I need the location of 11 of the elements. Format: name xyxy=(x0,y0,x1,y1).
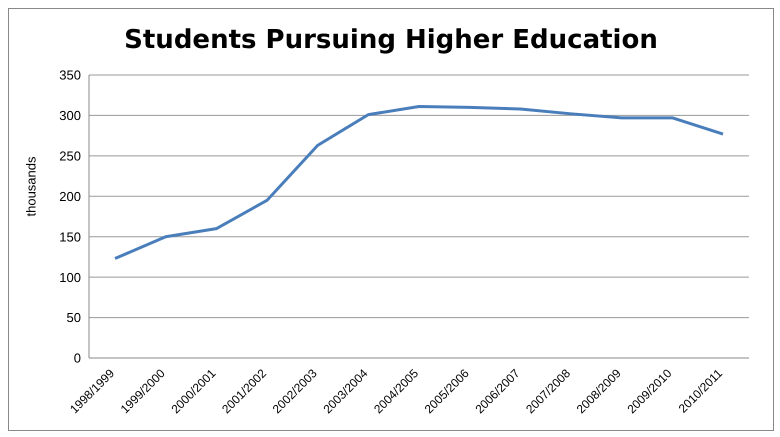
y-tick-label: 200 xyxy=(59,188,81,204)
y-tick-label: 300 xyxy=(59,108,81,124)
chart-title: Students Pursuing Higher Education xyxy=(123,25,659,55)
y-tick-label: 100 xyxy=(59,270,81,285)
y-axis-title: thousands xyxy=(24,156,39,216)
y-tick-label: 0 xyxy=(74,350,81,366)
line-series xyxy=(114,105,724,260)
y-tick-label: 50 xyxy=(66,310,81,326)
y-tick-label: 250 xyxy=(59,148,81,164)
y-tick-label: 150 xyxy=(59,229,81,244)
y-tick-label: 350 xyxy=(59,68,81,83)
